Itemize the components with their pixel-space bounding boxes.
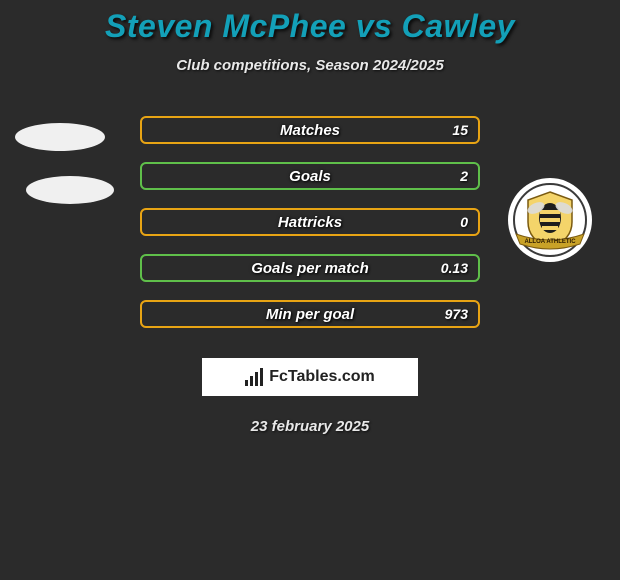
- stat-label: Goals: [289, 168, 331, 185]
- stat-bar: Min per goal 973: [140, 300, 480, 328]
- shield-icon: ALLOA ATHLETIC: [500, 178, 600, 262]
- stat-bar: Goals per match 0.13: [140, 254, 480, 282]
- season-subtitle: Club competitions, Season 2024/2025: [0, 57, 620, 74]
- placeholder-ellipse: [15, 123, 105, 151]
- source-logo[interactable]: FcTables.com: [202, 358, 418, 396]
- snapshot-date: 23 february 2025: [0, 418, 620, 435]
- club-badge: ALLOA ATHLETIC: [500, 178, 600, 262]
- stat-label: Goals per match: [251, 260, 369, 277]
- stat-label: Hattricks: [278, 214, 342, 231]
- stat-value-right: 973: [445, 306, 468, 322]
- stat-label: Min per goal: [266, 306, 354, 323]
- stat-value-right: 2: [460, 168, 468, 184]
- page-title: Steven McPhee vs Cawley: [0, 8, 620, 45]
- stat-value-right: 0: [460, 214, 468, 230]
- svg-text:ALLOA ATHLETIC: ALLOA ATHLETIC: [524, 239, 576, 245]
- stat-bar: Goals 2: [140, 162, 480, 190]
- stat-value-right: 0.13: [441, 260, 468, 276]
- placeholder-ellipse: [26, 176, 114, 204]
- stat-value-right: 15: [452, 122, 468, 138]
- bar-chart-icon: [245, 368, 263, 386]
- stat-label: Matches: [280, 122, 340, 139]
- stat-bar: Matches 15: [140, 116, 480, 144]
- logo-text: FcTables.com: [269, 368, 375, 386]
- stat-bar: Hattricks 0: [140, 208, 480, 236]
